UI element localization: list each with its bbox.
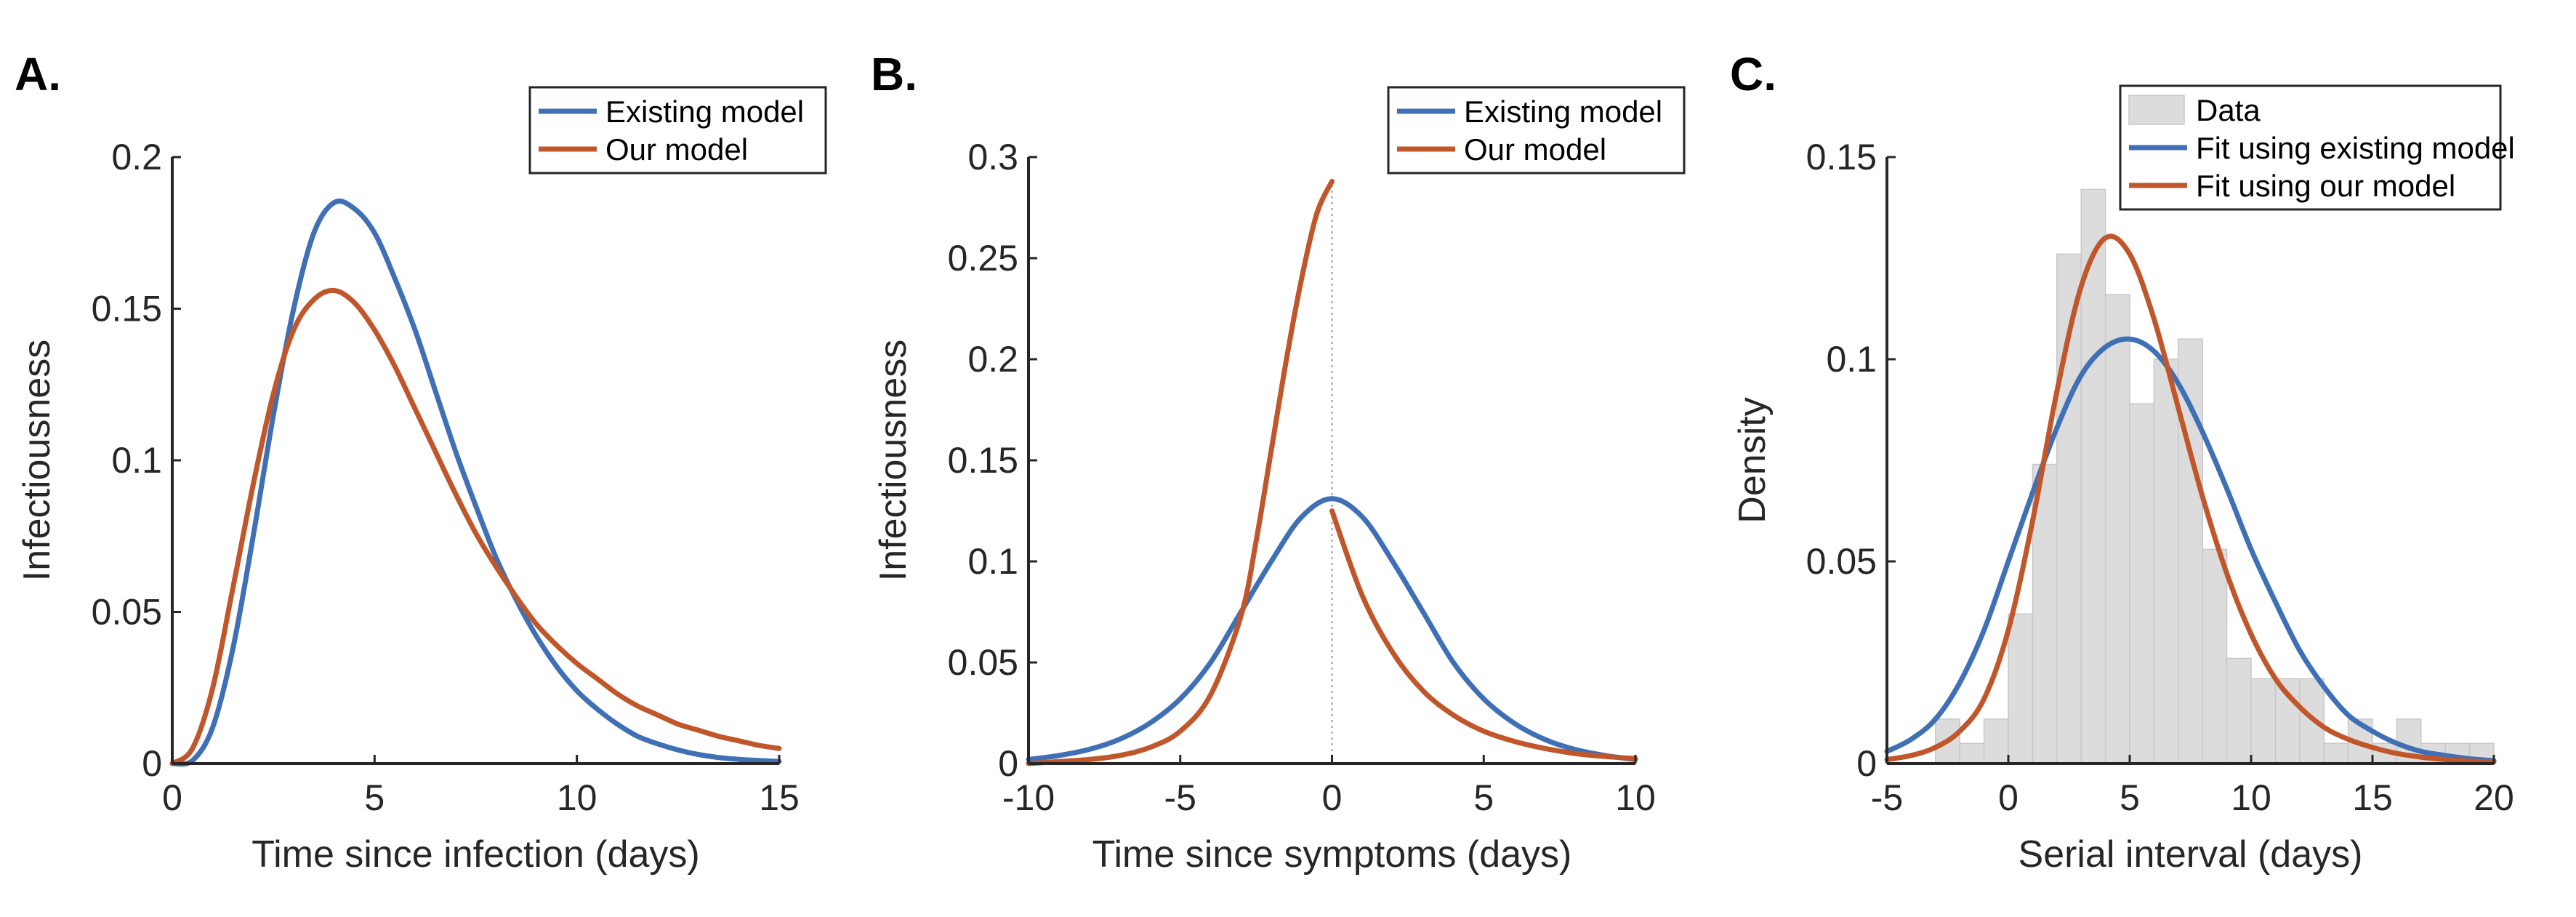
panel-b: B. -10 -5 0 5 10 0 0.05 0.1 0.15 0.2 0.25 0.3 Time si… [871, 48, 1686, 876]
x-axis-label: Time since infection (days) [251, 833, 700, 876]
histogram-bar [2323, 742, 2349, 764]
y-tick-label: 0.3 [967, 137, 1018, 177]
x-tick-label: 20 [2474, 777, 2514, 818]
y-tick-label: 0.05 [92, 592, 162, 633]
y-tick-label: 0.05 [1806, 541, 1877, 582]
legend-label: Our model [605, 132, 748, 167]
y-tick-label: 0.2 [967, 339, 1018, 380]
x-tick-label: -10 [1002, 777, 1055, 818]
x-tick-label: -5 [1164, 777, 1196, 818]
series-line-2 [169, 287, 782, 766]
histogram-bar [2153, 359, 2179, 764]
y-tick-label: 0.15 [948, 440, 1018, 481]
y-axis-label: Density [1731, 397, 1774, 523]
y-tick-label: 0 [998, 743, 1018, 784]
y-tick-label: 0 [142, 743, 162, 784]
y-tick-label: 0.05 [948, 642, 1018, 683]
x-tick-label: 0 [1998, 777, 2018, 818]
series-line-1 [169, 199, 782, 767]
series-line-1 [1884, 336, 2497, 764]
y-tick-label: 0.15 [1806, 137, 1877, 177]
series-line-1 [1026, 496, 1638, 762]
x-tick-label: 5 [364, 777, 385, 818]
legend-label: Fit using our model [2196, 169, 2455, 203]
x-tick-label: 5 [2120, 777, 2140, 818]
x-tick-label: 15 [759, 777, 800, 818]
panel-letter: A. [15, 48, 61, 100]
histogram-bar [2080, 188, 2106, 764]
x-axis-label: Serial interval (days) [2018, 833, 2363, 876]
histogram-bar [2129, 403, 2155, 764]
legend-label: Existing model [605, 95, 804, 129]
y-tick-label: 0.1 [111, 440, 162, 481]
y-tick-label: 0.1 [967, 541, 1018, 582]
legend-label: Our model [1464, 132, 1606, 167]
legend-swatch [2128, 95, 2185, 125]
histogram-bar [2250, 678, 2277, 764]
series-line-2 [1884, 233, 2497, 765]
panel-letter: B. [871, 48, 917, 100]
x-tick-label: 10 [2231, 777, 2271, 818]
x-tick-label: 0 [162, 777, 182, 818]
x-tick-label: -5 [1871, 777, 1903, 818]
y-tick-label: 0.2 [111, 137, 162, 177]
legend-box [1387, 86, 1686, 175]
legend-label: Data [2196, 93, 2261, 127]
histogram-bar [2226, 657, 2252, 764]
histogram-bar [2202, 548, 2228, 764]
histogram-bar [1983, 718, 2009, 764]
y-tick-label: 0.25 [948, 238, 1018, 279]
legend-label: Fit using existing model [2196, 131, 2515, 165]
y-tick-label: 0 [1856, 743, 1877, 784]
histogram-bar [2008, 613, 2034, 764]
series-line-2 [1026, 178, 1638, 766]
x-tick-label: 0 [1322, 777, 1343, 818]
x-axis-label: Time since symptoms (days) [1092, 833, 1572, 876]
y-axis-label: Infectiousness [872, 340, 914, 581]
histogram-bar [1959, 742, 1985, 764]
panel-a: A. 0 5 10 15 0 0.05 0.1 0.15 0.2 Time since infect… [15, 48, 827, 876]
legend-box [528, 86, 827, 175]
panel-letter: C. [1730, 48, 1776, 100]
y-axis-label: Infectiousness [16, 340, 58, 581]
x-tick-label: 15 [2352, 777, 2393, 818]
legend: Data Fit using existing model Fit using ou… [2119, 84, 2515, 211]
legend-label: Existing model [1464, 95, 1662, 129]
y-tick-label: 0.15 [92, 289, 162, 329]
x-tick-label: 10 [557, 777, 597, 818]
x-tick-label: 5 [1473, 777, 1494, 818]
y-tick-label: 0.1 [1826, 339, 1877, 380]
histogram-bar [2104, 294, 2130, 764]
x-tick-label: 10 [1615, 777, 1656, 818]
